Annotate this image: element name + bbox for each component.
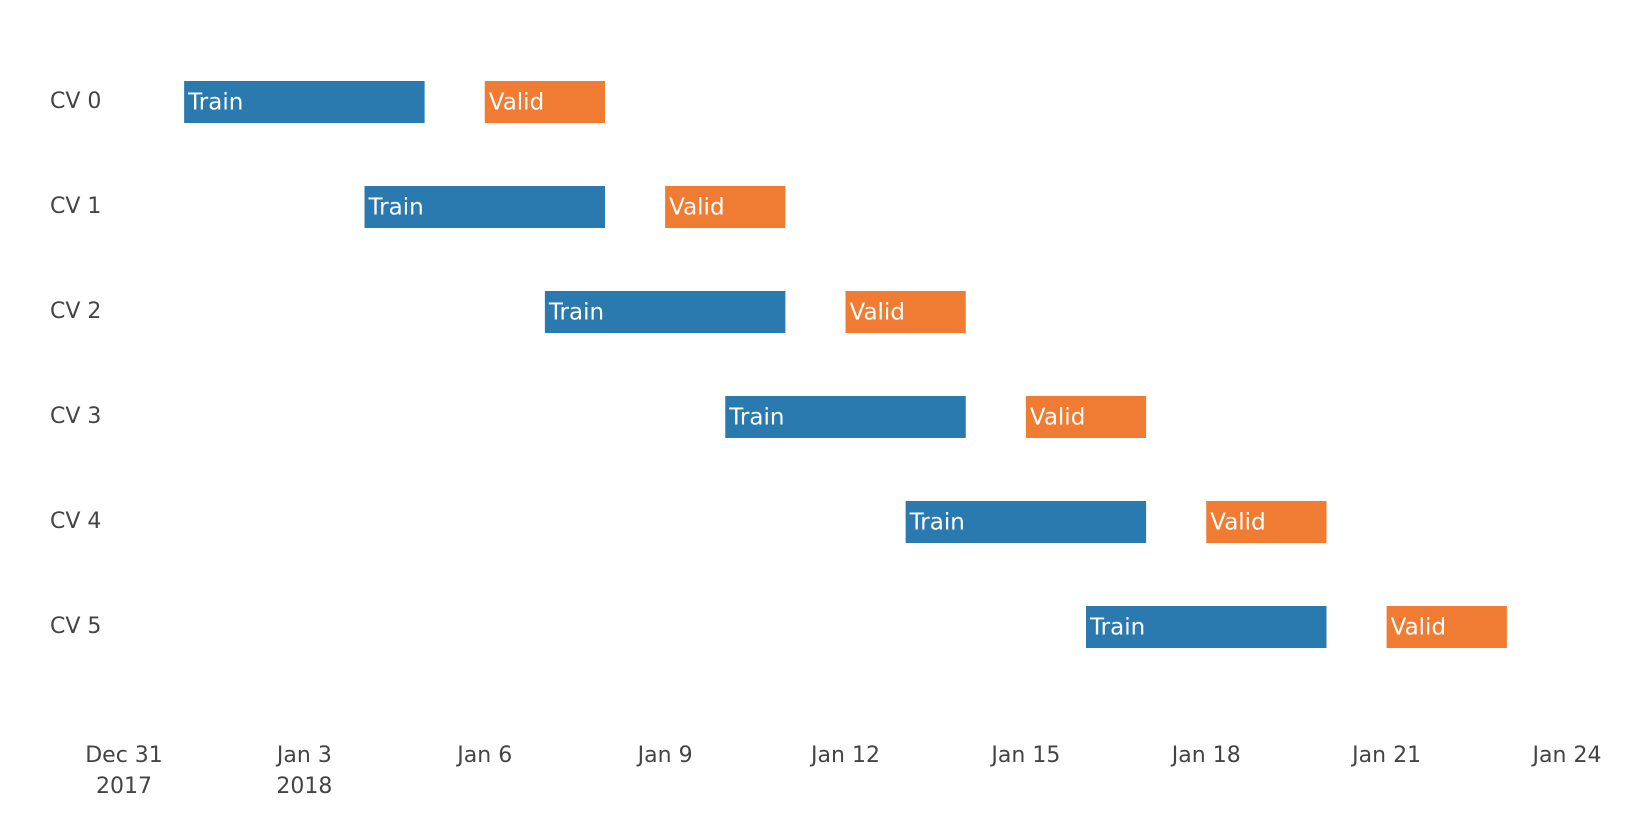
train-bar-label: Train: [187, 90, 243, 116]
valid-bar-label: Valid: [1030, 405, 1085, 431]
train-bar: [905, 501, 1147, 543]
x-tick-label: Jan 24: [1531, 743, 1602, 768]
train-bar: [544, 291, 786, 333]
valid-bar: [845, 291, 966, 333]
valid-bar: [484, 81, 605, 123]
x-tick-label: Jan 18: [1170, 743, 1241, 768]
train-bar: [1086, 606, 1327, 648]
train-bar-label: Train: [548, 300, 604, 326]
x-tick-label: Jan 3: [275, 743, 332, 768]
y-tick-label: CV 3: [50, 404, 101, 429]
y-tick-label: CV 0: [50, 89, 101, 114]
valid-bar-label: Valid: [850, 300, 905, 326]
valid-bar: [1386, 606, 1507, 648]
valid-bar: [665, 186, 786, 228]
x-tick-label: Dec 31: [85, 743, 163, 768]
valid-bar-label: Valid: [489, 90, 544, 116]
y-tick-label: CV 1: [50, 194, 101, 219]
train-bar: [184, 81, 425, 123]
x-axis: Dec 31 2017 Jan 3 2018 Jan 6 Jan 9 Jan 12 Jan 1…: [85, 743, 1601, 799]
train-bar-label: Train: [909, 510, 965, 536]
train-bar-label: Train: [1089, 615, 1145, 641]
train-bar-label: Train: [368, 195, 424, 221]
x-tick-label: Jan 9: [636, 743, 693, 768]
train-bar: [725, 396, 966, 438]
bars-group: Train Valid Train Valid Train Valid Train Valid…: [184, 81, 1507, 648]
y-axis: CV 0 CV 1 CV 2 CV 3 CV 4 CV 5: [50, 89, 101, 639]
valid-bar: [1206, 501, 1327, 543]
valid-bar-label: Valid: [1391, 615, 1446, 641]
train-bar: [364, 186, 605, 228]
x-tick-label: Jan 15: [989, 743, 1060, 768]
valid-bar: [1025, 396, 1147, 438]
x-tick-label: Jan 6: [455, 743, 512, 768]
y-tick-label: CV 4: [50, 509, 101, 534]
y-tick-label: CV 5: [50, 614, 101, 639]
x-tick-label: Jan 21: [1350, 743, 1421, 768]
train-bar-label: Train: [728, 405, 784, 431]
x-tick-year-label: 2018: [276, 774, 332, 799]
y-tick-label: CV 2: [50, 299, 101, 324]
x-tick-label: Jan 12: [809, 743, 880, 768]
valid-bar-label: Valid: [669, 195, 724, 221]
valid-bar-label: Valid: [1210, 510, 1265, 536]
x-tick-year-label: 2017: [96, 774, 152, 799]
